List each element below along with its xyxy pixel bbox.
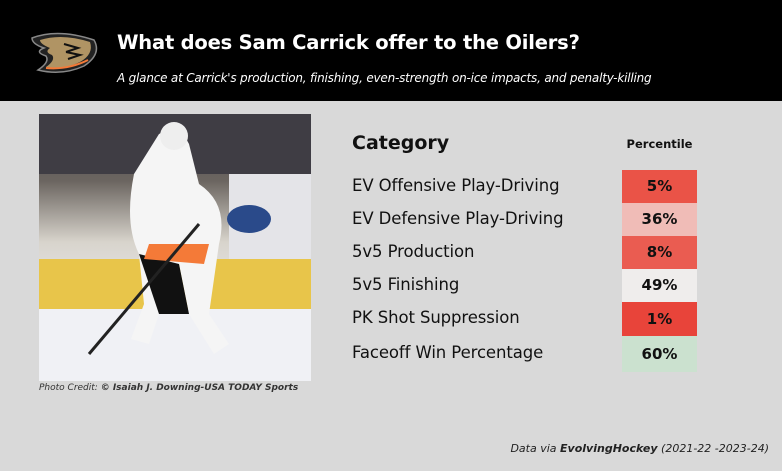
caption-prefix: Photo Credit: bbox=[39, 383, 101, 393]
category-header: Category bbox=[352, 132, 450, 154]
percentile-cell: 49% bbox=[622, 269, 697, 302]
data-source: Data via EvolvingHockey (2021-22 -2023-2… bbox=[510, 442, 769, 455]
page-subtitle: A glance at Carrick's production, finish… bbox=[117, 71, 652, 85]
source-range: (2021-22 -2023-24) bbox=[657, 442, 769, 455]
category-label: 5v5 Finishing bbox=[352, 274, 460, 294]
table-row: PK Shot Suppression 1% bbox=[352, 302, 697, 336]
source-name: EvolvingHockey bbox=[560, 442, 658, 455]
photo-caption: Photo Credit: © Isaiah J. Downing-USA TO… bbox=[39, 383, 298, 393]
percentile-cell: 36% bbox=[622, 203, 697, 236]
category-label: 5v5 Production bbox=[352, 241, 475, 261]
table-row: 5v5 Production 8% bbox=[352, 236, 697, 269]
percentile-cell: 8% bbox=[622, 236, 697, 269]
category-label: EV Defensive Play-Driving bbox=[352, 208, 564, 228]
percentile-cell: 60% bbox=[622, 336, 697, 372]
player-photo bbox=[39, 114, 311, 381]
category-label: EV Offensive Play-Driving bbox=[352, 175, 560, 195]
percentile-header: Percentile bbox=[626, 137, 693, 151]
team-logo bbox=[31, 32, 98, 73]
source-prefix: Data via bbox=[510, 442, 561, 455]
page-title: What does Sam Carrick offer to the Oiler… bbox=[117, 31, 580, 54]
caption-credit: © Isaiah J. Downing-USA TODAY Sports bbox=[100, 383, 299, 393]
category-label: PK Shot Suppression bbox=[352, 308, 520, 327]
percentile-cell: 1% bbox=[622, 302, 697, 336]
table-row: Faceoff Win Percentage 60% bbox=[352, 336, 697, 372]
category-label: Faceoff Win Percentage bbox=[352, 343, 544, 362]
table-row: EV Offensive Play-Driving 5% bbox=[352, 170, 697, 203]
percentile-cell: 5% bbox=[622, 170, 697, 203]
table-row: EV Defensive Play-Driving 36% bbox=[352, 203, 697, 236]
table-row: 5v5 Finishing 49% bbox=[352, 269, 697, 302]
header-banner: What does Sam Carrick offer to the Oiler… bbox=[0, 0, 782, 101]
